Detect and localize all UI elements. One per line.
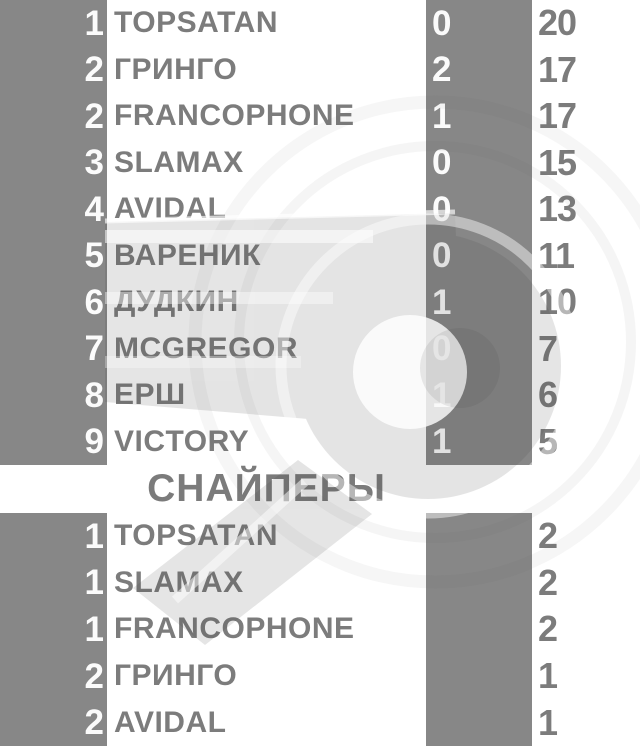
points-value: 2 [538,561,558,603]
team-name: AVIDAL [114,194,227,225]
team-name: FRANCOPHONE [114,614,355,645]
rank-cell: 9 [84,422,104,462]
points-table: 1 TOPSATAN 0 20 2 ГРИНГО 2 17 2 FRANCOPH… [0,0,640,466]
table-row: 2 FRANCOPHONE 1 17 [0,93,640,140]
team-name: ГРИНГО [114,661,238,692]
points-value: 7 [538,327,558,369]
middle-value: 0 [432,3,451,43]
rank-cell: 1 [84,516,104,556]
table-row: 7 MCGREGOR 0 7 [0,326,640,373]
table-row: 1 SLAMAX 2 [0,560,640,607]
points-value: 5 [538,420,558,462]
rank-cell: 1 [84,3,104,43]
middle-value: 0 [432,143,451,183]
points-value: 17 [538,48,577,90]
points-value: 10 [538,281,577,323]
team-name: AVIDAL [114,707,227,738]
team-name: TOPSATAN [114,521,279,552]
rank-cell: 2 [84,50,104,90]
table-row: 1 TOPSATAN 2 [0,513,640,560]
table-row: 2 AVIDAL 1 [0,699,640,746]
points-value: 1 [538,655,558,697]
team-name: VICTORY [114,426,250,457]
points-table-rank-bar [0,0,107,465]
team-name: ДУДКИН [114,287,239,318]
rank-cell: 6 [84,282,104,322]
middle-value: 2 [432,50,451,90]
rank-cell: 2 [84,656,104,696]
table-row: 2 ГРИНГО 2 17 [0,47,640,94]
points-value: 2 [538,515,558,557]
middle-value: 0 [432,189,451,229]
middle-value: 1 [432,375,451,415]
snipers-section-title: СНАЙПЕРЫ [147,467,386,510]
middle-value: 0 [432,236,451,276]
rank-cell: 1 [84,609,104,649]
table-row: 1 FRANCOPHONE 2 [0,606,640,653]
middle-value: 1 [432,96,451,136]
points-value: 2 [538,608,558,650]
middle-value: 1 [432,422,451,462]
team-name: SLAMAX [114,147,244,178]
team-name: ЕРШ [114,380,186,411]
table-row: 1 TOPSATAN 0 20 [0,0,640,47]
points-value: 6 [538,374,558,416]
team-name: FRANCOPHONE [114,101,355,132]
snipers-table-rank-bar [0,513,107,746]
middle-value: 1 [432,282,451,322]
snipers-table-middle-bar [426,513,532,746]
rank-cell: 8 [84,375,104,415]
rank-cell: 2 [84,703,104,743]
points-value: 13 [538,188,577,230]
table-row: 3 SLAMAX 0 15 [0,140,640,187]
table-row: 5 ВАРЕНИК 0 11 [0,233,640,280]
middle-value: 0 [432,329,451,369]
rank-cell: 5 [84,236,104,276]
rank-cell: 2 [84,96,104,136]
points-value: 17 [538,95,577,137]
rank-cell: 1 [84,563,104,603]
rank-cell: 4 [84,189,104,229]
table-row: 8 ЕРШ 1 6 [0,372,640,419]
team-name: ГРИНГО [114,54,238,85]
team-name: MCGREGOR [114,333,298,364]
rank-cell: 3 [84,143,104,183]
team-name: TOPSATAN [114,8,279,39]
table-row: 2 ГРИНГО 1 [0,653,640,700]
snipers-section-header: СНАЙПЕРЫ [107,465,426,513]
rank-cell: 7 [84,329,104,369]
points-value: 1 [538,701,558,743]
team-name: SLAMAX [114,567,244,598]
table-row: 4 AVIDAL 0 13 [0,186,640,233]
table-row: 6 ДУДКИН 1 10 [0,279,640,326]
table-row: 9 VICTORY 1 5 [0,419,640,466]
snipers-table: 1 TOPSATAN 2 1 SLAMAX 2 1 FRANCOPHONE 2 … [0,513,640,746]
points-value: 11 [538,234,575,276]
points-value: 20 [538,2,577,44]
team-name: ВАРЕНИК [114,240,261,271]
points-value: 15 [538,141,577,183]
